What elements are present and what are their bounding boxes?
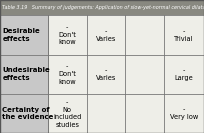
Bar <box>125 94 164 133</box>
Bar <box>87 94 125 133</box>
Bar <box>0 0 204 15</box>
Bar <box>87 55 125 94</box>
Text: -
No
included
studies: - No included studies <box>53 99 82 128</box>
Text: -
Varies: - Varies <box>96 28 116 42</box>
Bar <box>164 15 204 55</box>
Bar <box>125 55 164 94</box>
Bar <box>0 94 48 133</box>
Bar <box>0 15 48 55</box>
Text: Desirable
effects: Desirable effects <box>2 28 40 42</box>
Text: -
Varies: - Varies <box>96 67 116 81</box>
Text: -
Large: - Large <box>175 67 193 81</box>
Bar <box>164 94 204 133</box>
Bar <box>0 55 48 94</box>
Text: -
Trivial: - Trivial <box>174 28 194 42</box>
Bar <box>48 15 87 55</box>
Bar <box>125 15 164 55</box>
Bar <box>164 55 204 94</box>
Text: -
Don't
know: - Don't know <box>58 24 76 45</box>
Text: -
Don't
know: - Don't know <box>58 64 76 85</box>
Bar <box>48 55 87 94</box>
Bar <box>48 94 87 133</box>
Text: -
Very low: - Very low <box>170 107 198 120</box>
Text: Table 3.19   Summary of judgements: Application of slow-yet-normal cervical dila: Table 3.19 Summary of judgements: Applic… <box>2 5 204 10</box>
Text: Certainty of
the evidence: Certainty of the evidence <box>2 107 54 120</box>
Text: Undesirable
effects: Undesirable effects <box>2 67 50 81</box>
Bar <box>87 15 125 55</box>
